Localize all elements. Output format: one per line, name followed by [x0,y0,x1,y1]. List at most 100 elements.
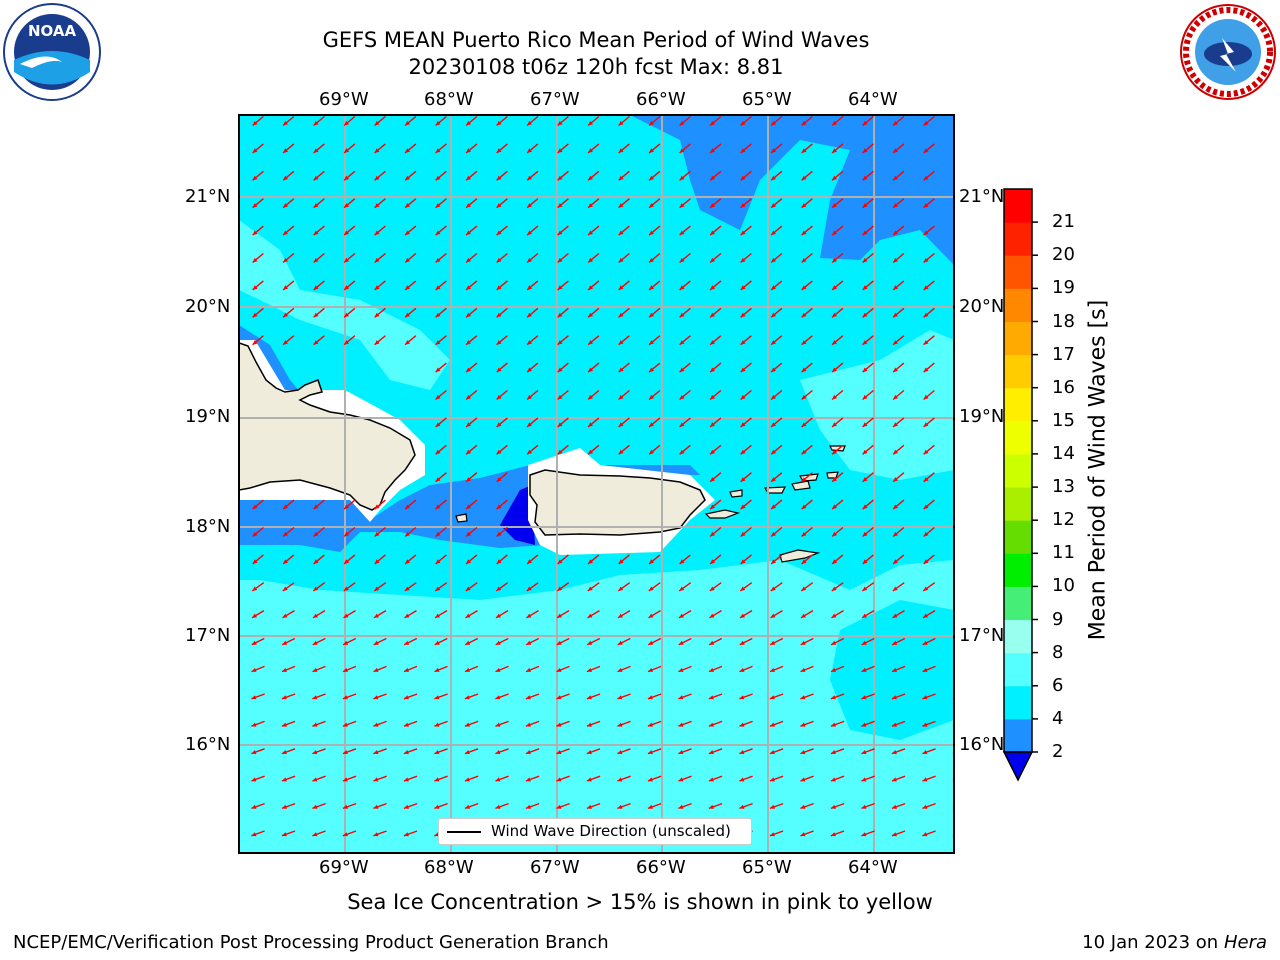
wind-wave-arrow [861,637,875,646]
wind-wave-arrow [464,665,479,673]
wind-wave-arrow [647,693,662,700]
wind-wave-arrow [618,417,630,428]
wind-wave-arrow [403,693,418,700]
wind-wave-arrow [435,198,447,209]
wind-wave-arrow [801,170,813,181]
wind-wave-arrow [252,280,264,291]
footer-date: 10 Jan 2023 on Hera [1082,932,1267,953]
wind-wave-arrow [922,665,936,673]
wind-wave-arrow [404,307,417,318]
wind-wave-arrow [801,225,813,236]
wind-wave-arrow [892,335,905,346]
wind-wave-arrow [557,198,569,209]
wind-wave-arrow [281,802,296,810]
wind-wave-arrow [740,389,752,401]
wind-wave-arrow [312,748,326,755]
wind-wave-arrow [892,526,905,538]
wind-wave-arrow [495,775,509,782]
wind-wave-arrow [709,389,722,401]
wind-wave-arrow [830,775,845,782]
wind-wave-arrow [404,170,417,181]
wind-wave-arrow [434,775,448,782]
wind-wave-arrow [862,389,874,401]
colorbar-tick-label: 11 [1052,542,1075,564]
wind-wave-arrow [647,720,662,727]
wind-wave-arrow [526,307,539,318]
wind-wave-arrow [373,609,387,619]
wind-wave-arrow [830,802,845,810]
wind-wave-arrow [465,526,478,538]
wind-wave-arrow [617,637,631,646]
wind-wave-arrow [709,609,722,619]
wind-wave-arrow [586,637,601,646]
colorbar-segment [1004,487,1032,521]
wind-wave-arrow [313,225,325,236]
wind-wave-arrow [891,748,906,755]
wind-wave-arrow [618,143,630,154]
wind-wave-arrow [708,748,723,755]
wind-wave-arrow [587,417,600,428]
wind-wave-arrow [464,748,479,755]
wind-wave-arrow [404,499,417,510]
wind-wave-arrow [769,693,784,700]
wind-wave-arrow [434,748,448,755]
wind-wave-arrow [252,307,264,318]
wind-wave-arrow [953,535,954,537]
wind-wave-arrow [252,170,264,181]
wind-wave-arrow [892,198,905,209]
wind-wave-arrow [831,472,844,483]
wind-wave-arrow [464,802,479,810]
wind-wave-arrow [526,582,539,592]
wind-wave-arrow [464,720,479,727]
wind-wave-arrow [891,693,906,700]
wind-wave-arrow [464,637,479,646]
wind-wave-arrow [679,280,691,291]
wind-wave-arrow [557,225,569,236]
wind-wave-arrow [953,563,954,564]
wind-wave-arrow [892,143,905,154]
colorbar-frame [1003,188,1033,753]
wind-wave-arrow [709,225,722,236]
lat-label: 16°N [959,734,1005,755]
wind-wave-arrow [342,693,357,700]
wind-wave-arrow [435,499,447,510]
wind-wave-arrow [465,280,478,291]
wind-wave-arrow [495,720,509,727]
wind-wave-arrow [617,693,631,700]
wind-wave-arrow [647,748,662,755]
wind-wave-arrow [922,637,936,646]
wind-wave-arrow [770,143,783,154]
wind-wave-arrow [586,802,601,810]
wind-wave-arrow [709,472,722,483]
wind-wave-arrow [862,362,874,373]
wind-wave-arrow [313,307,325,318]
wind-wave-arrow [435,307,447,318]
wind-wave-arrow [252,526,264,538]
wind-wave-arrow [434,582,448,592]
wind-wave-arrow [342,637,357,646]
noaa-logo-text: NOAA [28,22,77,40]
wind-wave-arrow [373,582,387,592]
wind-wave-arrow [587,225,600,236]
wind-wave-arrow [861,802,875,810]
lat-label: 18°N [185,516,231,537]
wind-wave-arrow [831,170,844,181]
wind-wave-arrow [313,526,325,538]
wind-wave-arrow [557,307,569,318]
wind-wave-arrow [861,693,875,700]
wind-wave-arrow [740,307,752,318]
lon-label: 64°W [848,89,898,110]
wind-wave-arrow [800,830,814,837]
wind-wave-arrow [740,225,752,236]
wind-wave-arrow [313,143,325,154]
colorbar-tick-label: 16 [1052,376,1075,398]
lat-label: 21°N [959,186,1005,207]
legend-line-swatch [447,831,481,833]
wind-wave-arrow [679,362,691,373]
wind-wave-arrow [404,225,417,236]
wind-wave-arrow [770,280,783,291]
wind-wave-arrow [647,802,662,810]
colorbar-segment [1004,420,1032,455]
wind-wave-arrow [862,170,874,181]
wind-wave-arrow [801,143,813,154]
